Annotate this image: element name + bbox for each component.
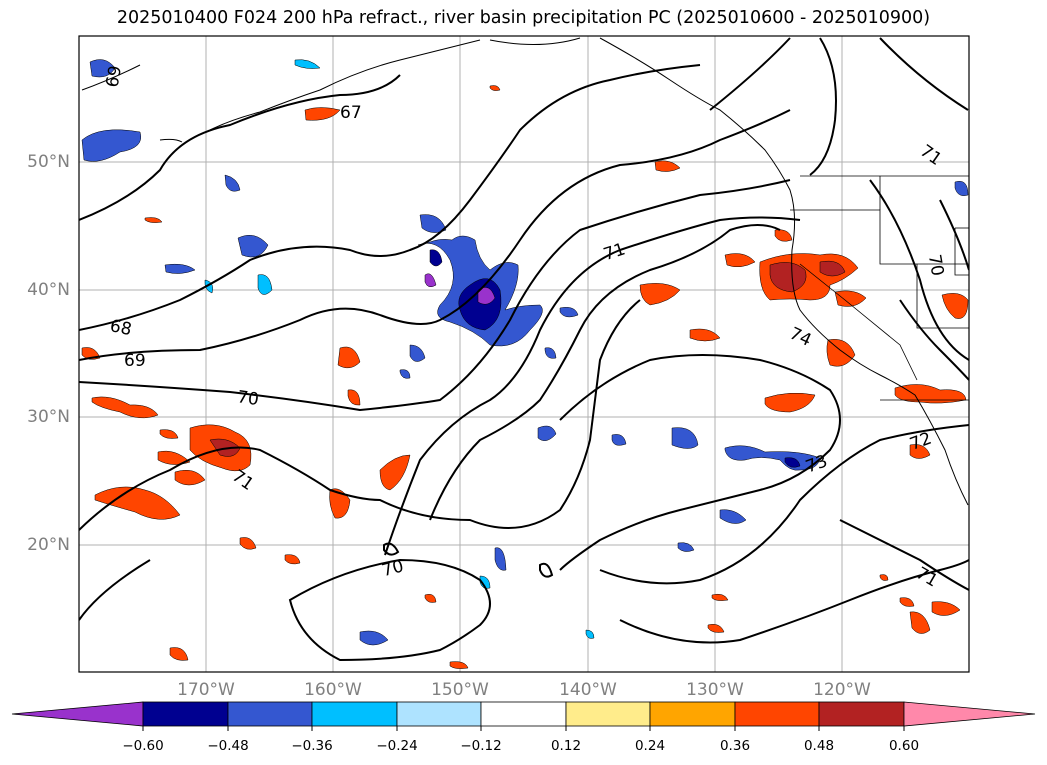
- lat-label-50n: 50°N: [27, 152, 70, 172]
- lat-label-40n: 40°N: [27, 280, 70, 300]
- colorbar-tick-label: −0.60: [122, 738, 164, 754]
- contour-label: 71: [601, 239, 628, 265]
- colorbar-extend-max: [903, 701, 1036, 727]
- colorbar-tick-label: 0.48: [803, 738, 835, 754]
- lon-label-130w: 130°W: [686, 680, 744, 700]
- colorbar-tick-label: −0.24: [376, 738, 418, 754]
- contour-label: 71: [916, 141, 945, 170]
- map-frame: [78, 35, 970, 673]
- lon-label-140w: 140°W: [559, 680, 617, 700]
- lon-label-120w: 120°W: [813, 680, 871, 700]
- colorbar-segment: [649, 701, 736, 727]
- contour-label: 69: [103, 64, 126, 89]
- coastlines: [81, 37, 969, 506]
- contour-label: 74: [786, 324, 814, 351]
- contour-label: 67: [340, 103, 362, 123]
- colorbar-segment: [311, 701, 398, 727]
- colorbar-segment: [818, 701, 905, 727]
- colorbar-extend-min: [11, 701, 144, 727]
- colorbar-segment: [396, 701, 482, 727]
- contour-label: 70: [924, 253, 947, 278]
- colorbar: [11, 701, 1036, 731]
- lat-label-20n: 20°N: [27, 535, 70, 555]
- state-boundaries: [790, 175, 969, 401]
- map-figure: 69 67 71 71 68 69 70 71 74 72 73 70 71 7…: [78, 35, 970, 673]
- positive-anomaly-regions: [81, 85, 969, 669]
- colorbar-segment: [565, 701, 651, 727]
- contour-label: 68: [108, 316, 133, 340]
- contour-label: 71: [912, 563, 941, 591]
- colorbar-tick-label: 0.12: [550, 738, 582, 754]
- map-title: 2025010400 F024 200 hPa refract., river …: [116, 8, 931, 28]
- colorbar-tick-label: −0.36: [291, 738, 333, 754]
- colorbar-tick-label: 0.24: [634, 738, 666, 754]
- refractivity-contours: [79, 37, 969, 662]
- colorbar-segment: [142, 701, 229, 727]
- lon-label-170w: 170°W: [177, 680, 235, 700]
- contour-label: 70: [236, 387, 260, 410]
- lon-label-160w: 160°W: [304, 680, 362, 700]
- colorbar-tick-label: 0.36: [719, 738, 751, 754]
- colorbar-tick-label: −0.12: [460, 738, 502, 754]
- colorbar-tick-label: −0.48: [207, 738, 249, 754]
- colorbar-segment: [480, 701, 567, 727]
- contour-label: 69: [124, 351, 146, 371]
- lat-label-30n: 30°N: [27, 407, 70, 427]
- colorbar-segment: [227, 701, 313, 727]
- lon-label-150w: 150°W: [431, 680, 489, 700]
- colorbar-segment: [734, 701, 820, 727]
- colorbar-tick-label: 0.60: [888, 738, 920, 754]
